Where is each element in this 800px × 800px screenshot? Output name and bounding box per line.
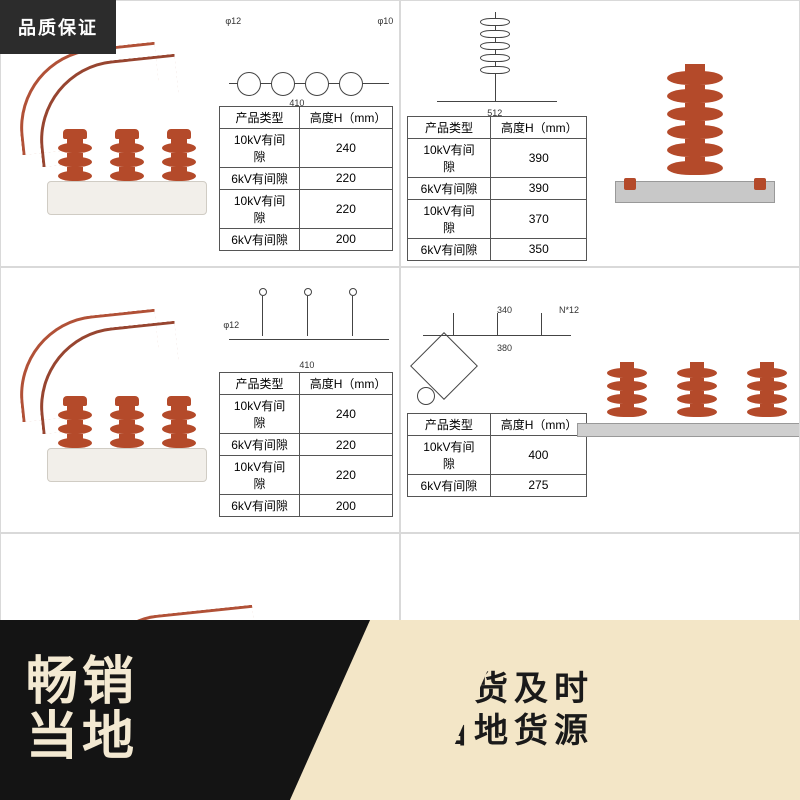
spec-table-d: 产品类型高度H（mm） 10kV有间隙400 6kV有间隙275: [407, 413, 587, 497]
product-photo-3phase-b: [7, 310, 211, 490]
mount-bracket: [615, 181, 775, 203]
spec-block-a: φ12 φ10 410 产品类型高度H（mm） 10kV有间隙240 6kV有间…: [219, 16, 393, 251]
product-photo-3phase-a: [7, 43, 211, 223]
insulator-icon: [110, 396, 144, 448]
promo-sub-1: 供货及时: [434, 668, 800, 711]
cell-r2c1: φ12 410 产品类型高度H（mm） 10kV有间隙240 6kV有间隙220…: [0, 267, 400, 534]
dimension-diagram: 512: [407, 6, 587, 116]
spec-table-c: 产品类型高度H（mm） 10kV有间隙240 6kV有间隙220 10kV有间隙…: [219, 372, 393, 517]
spec-block-c: φ12 410 产品类型高度H（mm） 10kV有间隙240 6kV有间隙220…: [219, 282, 393, 517]
frame-bar: [577, 423, 800, 437]
product-photo-frame3: [597, 362, 798, 437]
spec-block-b: 512 产品类型高度H（mm） 10kV有间隙390 6kV有间隙390 10k…: [407, 6, 587, 261]
cell-r1c2: 512 产品类型高度H（mm） 10kV有间隙390 6kV有间隙390 10k…: [400, 0, 800, 267]
mounting-base: [47, 181, 207, 215]
spec-table-b: 产品类型高度H（mm） 10kV有间隙390 6kV有间隙390 10kV有间隙…: [407, 116, 587, 261]
dimension-diagram: φ12 φ10 410: [219, 16, 399, 106]
dimension-diagram: φ12 410: [219, 282, 399, 372]
spec-table-a: 产品类型高度H（mm） 10kV有间隙240 6kV有间隙220 10kV有间隙…: [219, 106, 393, 251]
mounting-base: [47, 448, 207, 482]
quality-badge: 品质保证: [0, 0, 116, 54]
insulator-icon: [162, 129, 196, 181]
insulator-icon: [58, 396, 92, 448]
product-photo-vertical: [597, 64, 793, 203]
cell-r2c2: 340 N*12 380 产品类型高度H（mm） 10kV有间隙400 6kV有…: [400, 267, 800, 534]
promo-banner: 畅销 当地 供货及时 当地货源: [0, 620, 800, 800]
spec-block-d: 340 N*12 380 产品类型高度H（mm） 10kV有间隙400 6kV有…: [407, 303, 587, 497]
promo-sub-2: 当地货源: [434, 710, 800, 753]
insulator-icon: [162, 396, 196, 448]
insulator-icon: [110, 129, 144, 181]
insulator-icon: [58, 129, 92, 181]
dimension-diagram: 340 N*12 380: [407, 303, 587, 413]
